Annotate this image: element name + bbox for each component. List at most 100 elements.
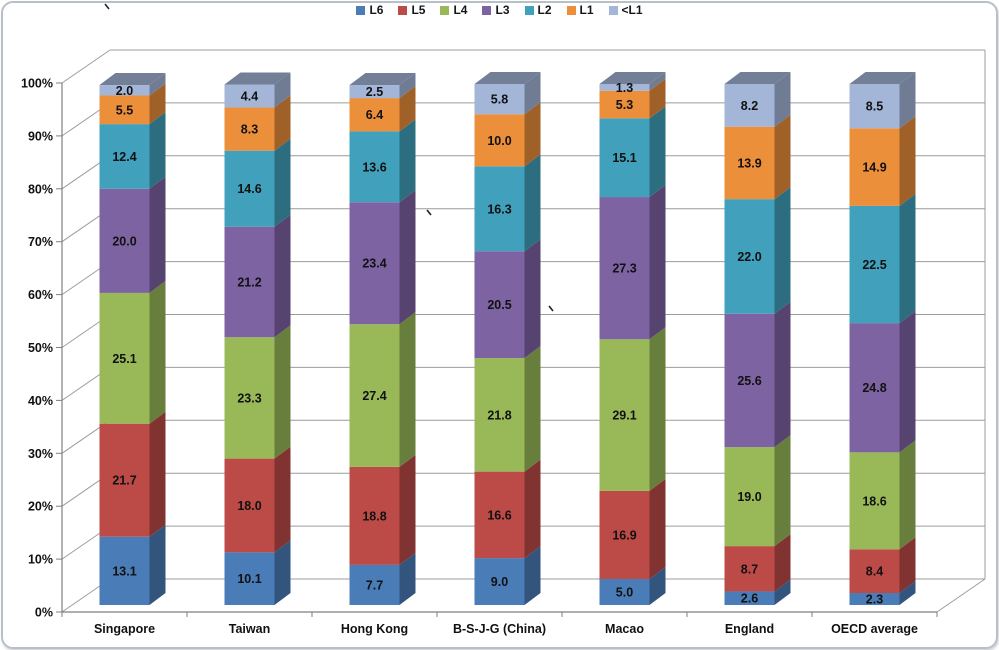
bar-value-label: 8.7 bbox=[741, 562, 758, 576]
bar-segment-side bbox=[274, 446, 291, 553]
bar-value-label: 27.3 bbox=[612, 262, 636, 276]
bar-segment-l1-oecd-average bbox=[849, 84, 900, 129]
bar-segment-side bbox=[524, 239, 541, 359]
bar-segment-l2-taiwan bbox=[224, 150, 275, 227]
legend-label: L1 bbox=[579, 3, 594, 17]
bar-segment-l5-macao bbox=[599, 490, 650, 579]
bar-value-label: 1.3 bbox=[616, 81, 633, 95]
bar-top-face bbox=[224, 72, 291, 85]
bar-segment-side bbox=[399, 190, 416, 325]
bar-top-face bbox=[599, 72, 666, 84]
bar-segment-side bbox=[399, 454, 416, 565]
bar-segment-l6-taiwan bbox=[224, 552, 275, 605]
bar-segment-l1-hong-kong bbox=[349, 98, 400, 132]
x-axis-category-label: Taiwan bbox=[229, 622, 270, 636]
bar-segment-l3-oecd-average bbox=[849, 323, 900, 453]
bar-segment-l1-singapore bbox=[99, 85, 150, 96]
legend-item-l1: <L1 bbox=[608, 3, 643, 17]
bar-segment-side bbox=[274, 95, 291, 151]
bar-segment-side bbox=[774, 435, 791, 547]
x-axis-category-label: B-S-J-G (China) bbox=[453, 622, 546, 636]
bar-segment-side bbox=[274, 138, 291, 227]
bar-segment-side bbox=[774, 301, 791, 448]
bar-top-face bbox=[474, 72, 541, 84]
bar-segment-l3-taiwan bbox=[224, 226, 275, 338]
bar-value-label: 8.5 bbox=[866, 100, 883, 114]
bar-value-label: 8.2 bbox=[741, 99, 758, 113]
bar-segment-side bbox=[524, 154, 541, 252]
bar-segment-side bbox=[149, 73, 166, 96]
bar-segment-side bbox=[649, 327, 666, 491]
bar-segment-side bbox=[774, 534, 791, 592]
legend-label: L4 bbox=[453, 3, 468, 17]
bar-value-label: 21.7 bbox=[112, 474, 136, 488]
bar-segment-side bbox=[649, 478, 666, 579]
bar-value-label: 13.6 bbox=[362, 160, 386, 174]
bar-value-label: 18.6 bbox=[862, 494, 886, 508]
bar-segment-l1-england bbox=[724, 126, 775, 200]
bar-value-label: 2.3 bbox=[866, 593, 883, 607]
bar-segment-l3-singapore bbox=[99, 188, 150, 293]
bar-segment-l6-england bbox=[724, 591, 775, 605]
bar-segment-l2-singapore bbox=[99, 124, 150, 189]
bar-value-label: 25.1 bbox=[112, 352, 136, 366]
legend-label: L6 bbox=[369, 3, 384, 17]
bar-value-label: 18.8 bbox=[362, 509, 386, 523]
bar-top-face bbox=[99, 73, 166, 86]
legend-swatch-icon bbox=[440, 5, 450, 15]
x-axis-category-label: Macao bbox=[605, 622, 644, 636]
bar-segment-side bbox=[774, 114, 791, 200]
bar-segment-l1-macao bbox=[599, 84, 650, 91]
bar-segment-side bbox=[899, 440, 916, 550]
bar-top-face bbox=[724, 72, 791, 84]
bar-value-label: 21.2 bbox=[237, 275, 261, 289]
bar-segment-l2-oecd-average bbox=[849, 205, 900, 324]
bar-segment-side bbox=[524, 546, 541, 605]
bar-value-label: 16.3 bbox=[487, 202, 511, 216]
y-axis-label: 10% bbox=[28, 553, 53, 567]
bar-segment-side bbox=[274, 72, 291, 108]
bar-value-label: 5.5 bbox=[116, 103, 133, 117]
legend-label: L2 bbox=[537, 3, 552, 17]
bar-segment-l4-singapore bbox=[99, 292, 150, 424]
bar-value-label: 18.0 bbox=[237, 499, 261, 513]
bar-value-label: 20.5 bbox=[487, 298, 511, 312]
y-axis-label: 30% bbox=[28, 447, 53, 461]
bar-segment-side bbox=[149, 176, 166, 293]
bar-value-label: 4.4 bbox=[241, 89, 258, 103]
bar-value-label: 23.3 bbox=[237, 391, 261, 405]
bar-segment-side bbox=[899, 193, 916, 324]
bar-segment-l4-oecd-average bbox=[849, 452, 900, 550]
bar-segment-l2-b-s-j-g--china- bbox=[474, 166, 525, 252]
y-axis-label: 60% bbox=[28, 288, 53, 302]
y-axis-label: 50% bbox=[28, 341, 53, 355]
legend-swatch-icon bbox=[608, 5, 618, 15]
legend-swatch-icon bbox=[482, 5, 492, 15]
bar-value-label: 13.1 bbox=[112, 564, 136, 578]
bar-segment-l3-b-s-j-g--china- bbox=[474, 251, 525, 359]
stray-mark bbox=[548, 305, 554, 312]
bar-segment-side bbox=[524, 459, 541, 559]
legend-item-l3: L3 bbox=[482, 3, 510, 17]
bar-segment-l1-singapore bbox=[99, 95, 150, 125]
bar-segment-side bbox=[149, 411, 166, 537]
x-axis-category-label: England bbox=[725, 622, 774, 636]
bar-segment-side bbox=[274, 325, 291, 459]
bar-top-face bbox=[849, 72, 916, 84]
bar-segment-l6-singapore bbox=[99, 536, 150, 605]
legend-label: <L1 bbox=[621, 3, 643, 17]
bar-segment-side bbox=[649, 185, 666, 340]
x-axis-category-label: Singapore bbox=[94, 622, 155, 636]
bar-segment-l3-macao bbox=[599, 197, 650, 340]
bar-value-label: 5.8 bbox=[491, 93, 508, 107]
legend-swatch-icon bbox=[398, 5, 408, 15]
bar-segment-l3-hong-kong bbox=[349, 202, 400, 325]
bar-value-label: 5.0 bbox=[616, 585, 633, 599]
legend-item-l4: L4 bbox=[440, 3, 467, 17]
x-axis-category-label: Hong Kong bbox=[341, 622, 408, 636]
bar-segment-side bbox=[399, 552, 416, 605]
bar-segment-l5-oecd-average bbox=[849, 549, 900, 594]
bar-segment-side bbox=[399, 119, 416, 203]
bar-segment-l1-hong-kong bbox=[349, 85, 400, 99]
bar-segment-l3-england bbox=[724, 313, 775, 448]
